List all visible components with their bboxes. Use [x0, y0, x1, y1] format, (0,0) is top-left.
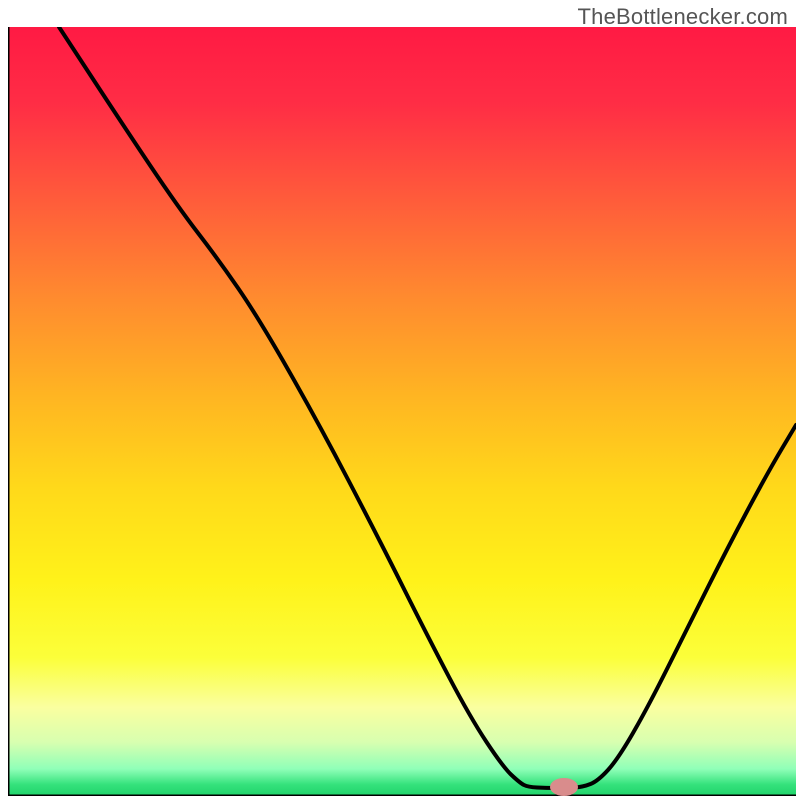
plot-area: [8, 27, 796, 796]
watermark-text: TheBottlenecker.com: [578, 4, 788, 30]
chart-container: TheBottlenecker.com: [0, 0, 800, 800]
optimal-point-marker: [550, 778, 578, 796]
chart-svg: [8, 27, 796, 796]
gradient-background: [8, 27, 796, 796]
